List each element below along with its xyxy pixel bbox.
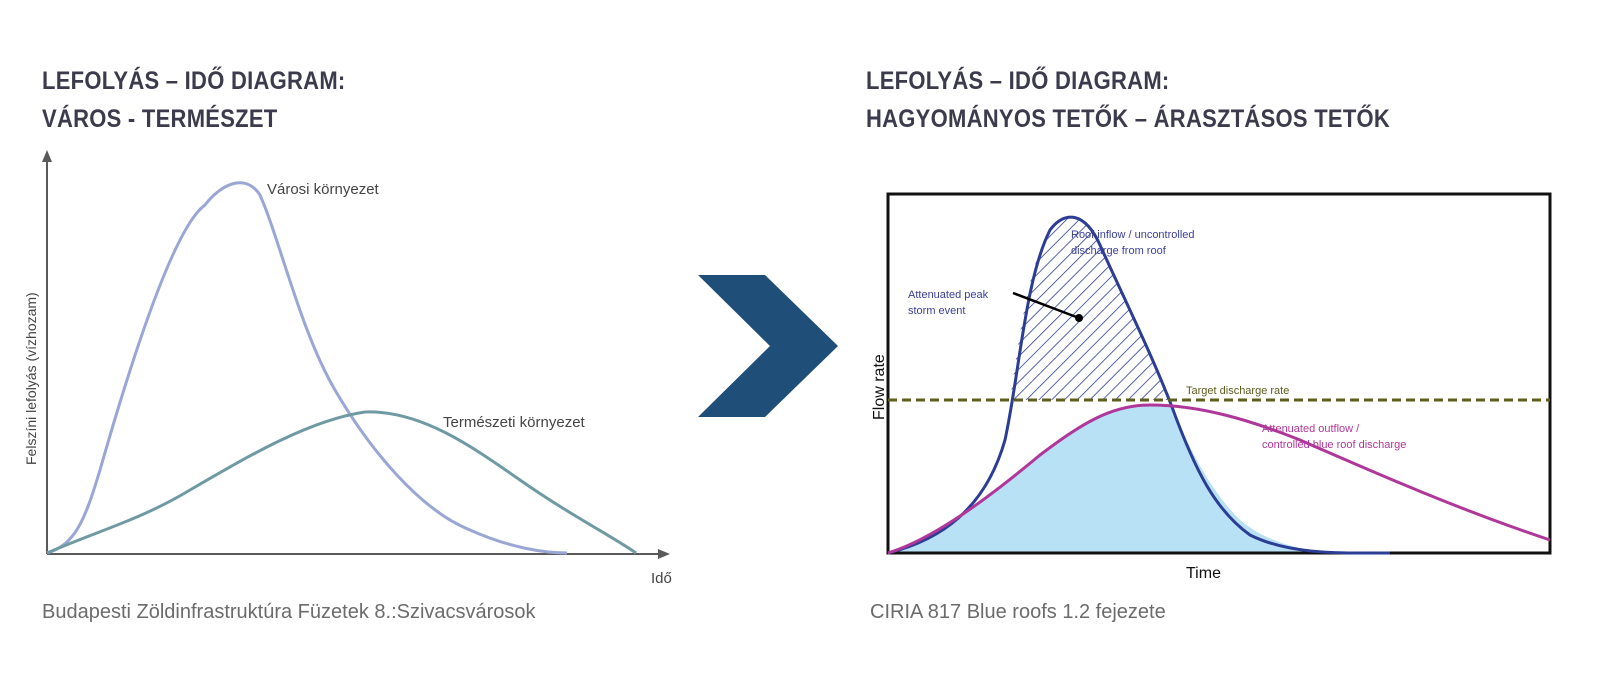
x-arrow-icon [658, 549, 670, 559]
urban-curve [46, 181, 568, 555]
target-label: Target discharge rate [1186, 385, 1289, 397]
outflow-label-2: controlled blue roof discharge [1262, 439, 1406, 451]
natural-curve [46, 410, 637, 555]
left-y-label: Felszíni lefolyás (vízhozam) [23, 292, 39, 465]
right-caption: CIRIA 817 Blue roofs 1.2 fejezete [870, 601, 1166, 623]
right-chart-frame [886, 192, 1552, 555]
left-title-line2: VÁROS - TERMÉSZET [42, 105, 278, 133]
hatched-peak [1010, 217, 1170, 400]
y-arrow-icon [42, 150, 52, 162]
left-title: LEFOLYÁS – IDŐ DIAGRAM: VÁROS - TERMÉSZE… [42, 62, 346, 138]
right-title-line1: LEFOLYÁS – IDŐ DIAGRAM: [866, 67, 1170, 95]
natural-label: Természeti környezet [443, 414, 586, 431]
attenuated-fill [888, 405, 1350, 553]
right-title-line2: HAGYOMÁNYOS TETŐK – ÁRASZTÁSOS TETŐK [866, 105, 1391, 133]
right-y-label: Flow rate [871, 354, 888, 420]
peak-label-1: Attenuated peak [908, 289, 989, 301]
left-caption: Budapesti Zöldinfrastruktúra Füzetek 8.:… [42, 601, 536, 623]
right-chart: Roof inflow / uncontrolled discharge fro… [871, 192, 1552, 582]
left-chart: Városi környezet Természeti környezet Id… [23, 150, 672, 587]
peak-label-2: storm event [908, 305, 965, 317]
inflow-curve [887, 215, 1391, 555]
left-title-line1: LEFOLYÁS – IDŐ DIAGRAM: [42, 67, 346, 95]
inflow-label-1: Roof inflow / uncontrolled [1071, 229, 1195, 241]
outflow-label-1: Attenuated outflow / [1262, 423, 1360, 435]
urban-label: Városi környezet [267, 181, 380, 198]
inflow-label-2: discharge from roof [1071, 245, 1167, 257]
left-x-label: Idő [651, 570, 672, 587]
pointer-dot [1075, 314, 1083, 322]
right-title: LEFOLYÁS – IDŐ DIAGRAM: HAGYOMÁNYOS TETŐ… [866, 62, 1390, 138]
pointer-line [1012, 291, 1080, 320]
outflow-curve [887, 403, 1551, 555]
right-x-label: Time [1186, 565, 1221, 582]
chevron-right-icon [698, 275, 838, 417]
